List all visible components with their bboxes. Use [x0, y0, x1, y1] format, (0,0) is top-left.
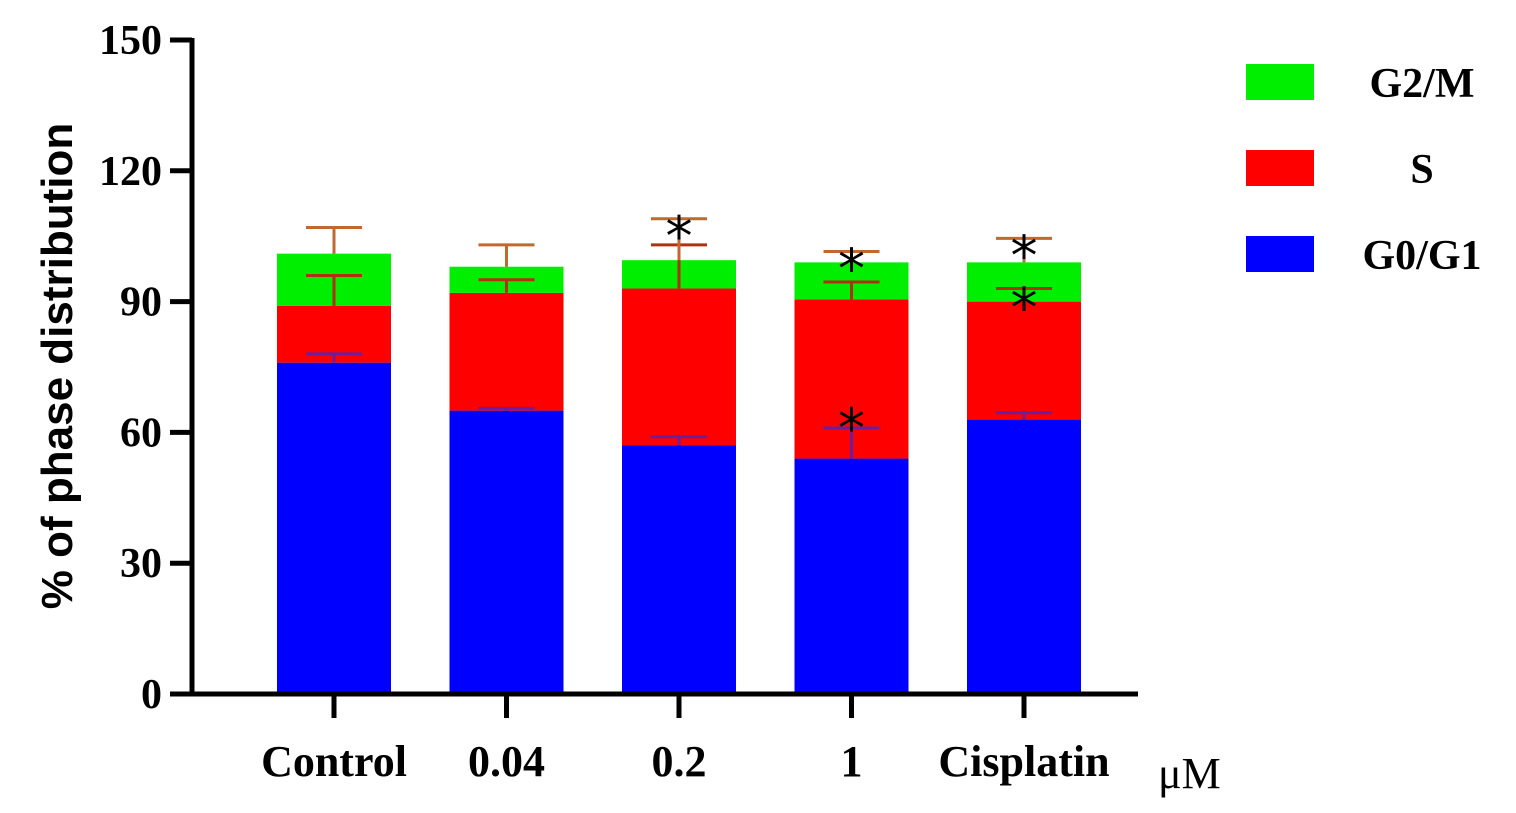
annotations-layer: *****: [666, 205, 1038, 460]
ticks-layer: 0 30 60 90 120 150 Control 0.04 0.2 1 Cisplatin: [99, 18, 1110, 786]
x-category-label: 0.04: [468, 737, 545, 786]
y-tick-label: 120: [99, 149, 162, 195]
significance-asterisk: *: [838, 237, 865, 300]
bars-layer: [277, 253, 1081, 694]
y-tick-label: 60: [120, 410, 162, 456]
error-bars-layer: [306, 217, 1052, 459]
y-tick-label: 30: [120, 541, 162, 587]
legend-swatch-g0-g1: [1246, 236, 1314, 272]
legend-label: G2/M: [1370, 61, 1475, 107]
bar-segment-g0-g1: [794, 458, 909, 694]
bar-segment-g0-g1: [277, 362, 391, 694]
bar-segment-g0-g1: [967, 419, 1081, 694]
axes-layer: % of phase distribution μM: [33, 38, 1221, 798]
significance-asterisk: *: [666, 205, 693, 268]
legend-swatch-g2-m: [1246, 64, 1314, 100]
legend-label: G0/G1: [1362, 233, 1481, 279]
legend-swatch-s: [1246, 150, 1314, 186]
bar-segment-s: [449, 292, 564, 411]
legend: G2/M S G0/G1: [1246, 61, 1482, 279]
bar-segment-s: [622, 288, 736, 446]
bar-segment-g0-g1: [622, 445, 736, 694]
x-category-label: Control: [261, 737, 407, 786]
significance-asterisk: *: [838, 397, 865, 460]
y-tick-label: 90: [120, 280, 162, 326]
x-category-label: Cisplatin: [938, 737, 1109, 786]
x-category-label: 0.2: [652, 737, 707, 786]
y-tick-label: 150: [99, 18, 162, 64]
x-category-label: 1: [841, 737, 863, 786]
bar-segment-s: [967, 301, 1081, 420]
x-axis-unit: μM: [1158, 749, 1221, 798]
significance-asterisk: *: [1011, 224, 1038, 287]
y-tick-label: 0: [141, 672, 162, 718]
bar-segment-g0-g1: [449, 410, 564, 694]
y-axis-label: % of phase distribution: [33, 123, 82, 609]
legend-label: S: [1410, 147, 1433, 193]
significance-asterisk: *: [1011, 277, 1038, 340]
